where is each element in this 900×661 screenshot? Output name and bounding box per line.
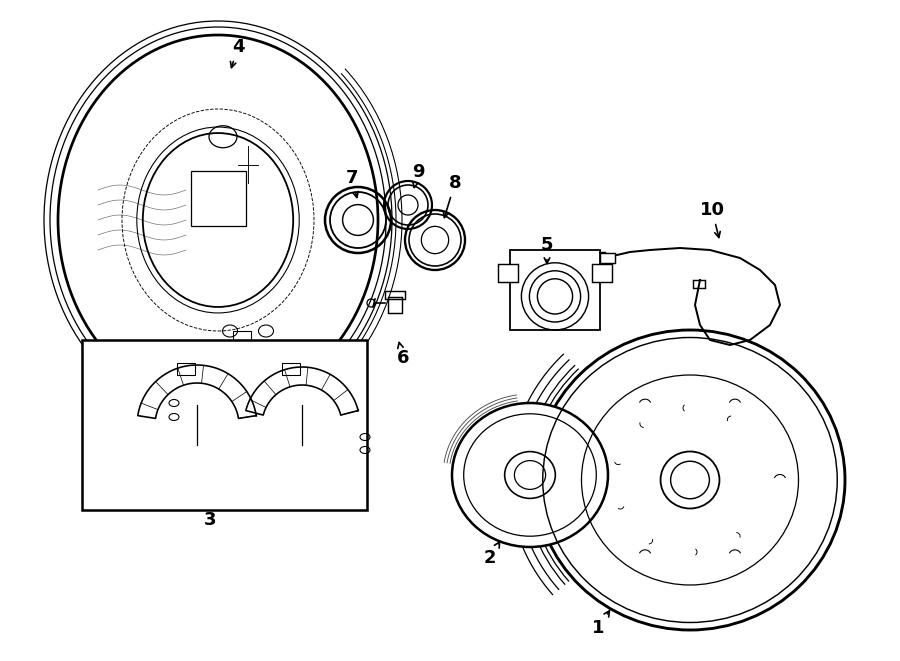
Polygon shape — [138, 365, 256, 418]
Bar — [600, 253, 615, 263]
Bar — [82, 340, 367, 510]
Text: 8: 8 — [444, 174, 462, 217]
Text: 7: 7 — [346, 169, 358, 198]
Bar — [282, 363, 300, 375]
Bar — [693, 280, 705, 288]
Bar — [498, 264, 518, 282]
Text: 5: 5 — [541, 236, 554, 263]
Text: 1: 1 — [592, 611, 609, 637]
Text: 2: 2 — [484, 542, 500, 567]
Text: 10: 10 — [699, 201, 725, 237]
Bar — [510, 250, 600, 330]
Polygon shape — [246, 367, 358, 415]
Ellipse shape — [535, 330, 845, 630]
Text: 6: 6 — [397, 342, 410, 367]
Ellipse shape — [452, 403, 608, 547]
Text: 9: 9 — [412, 163, 424, 188]
Text: 4: 4 — [230, 38, 244, 67]
Bar — [177, 363, 195, 375]
Bar — [233, 330, 251, 342]
Text: 3: 3 — [203, 511, 216, 529]
Bar — [592, 264, 612, 282]
Bar — [388, 297, 402, 313]
Bar — [385, 291, 405, 299]
Bar — [191, 171, 246, 225]
